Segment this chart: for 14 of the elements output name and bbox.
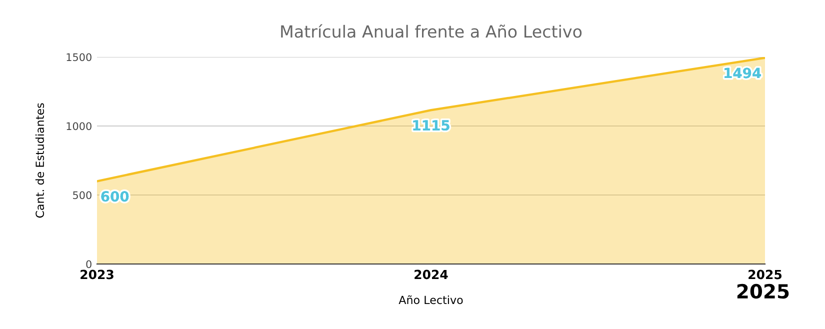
y-tick-label: 1000 [66, 122, 92, 130]
x-tick-label: 2025 [748, 270, 782, 280]
y-tick-label: 500 [73, 191, 92, 200]
data-label: 1115 [413, 120, 450, 131]
text: 2025 [737, 284, 789, 299]
y-tick-label: 1500 [66, 53, 92, 62]
x-tick-label: 2024 [414, 270, 448, 280]
y-tick-label: 0 [86, 260, 92, 268]
chart-title: Matrícula Anual frente a Año Lectivo [281, 24, 582, 38]
data-label: 600 [101, 191, 129, 202]
y-axis-title: Cant. de Estudiantes [35, 103, 44, 218]
x-tick-label: 2023 [80, 270, 114, 280]
x-axis-title: Año Lectivo [398, 295, 463, 304]
data-label: 1494 [724, 68, 762, 78]
